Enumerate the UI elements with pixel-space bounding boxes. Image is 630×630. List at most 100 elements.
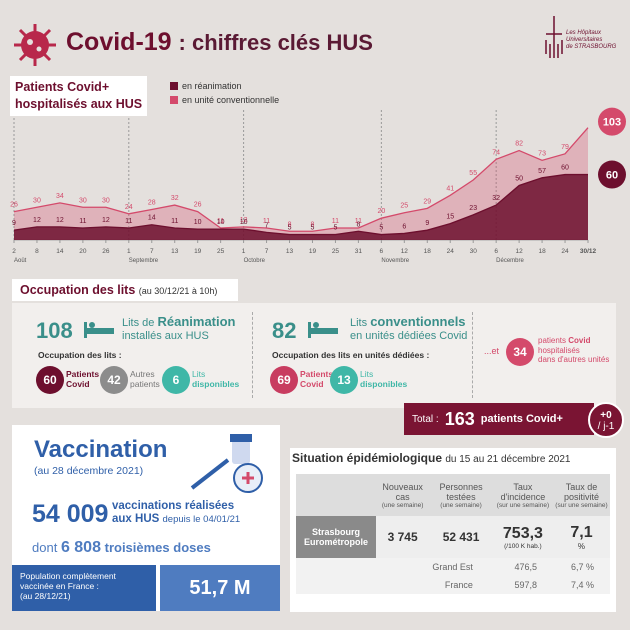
value-label: 8 [311,221,315,228]
l: Patients [300,369,334,379]
vacc-count: 54 009 [32,500,109,528]
x-tick-label: 20 [79,248,87,255]
t: (/100 K hab.) [504,542,542,550]
value-label: 73 [538,150,546,157]
logo: Les Hôpitaux Universitaires de STRASBOURG [540,14,620,64]
text: Lits de [122,317,155,329]
total: Total : 163 patients Covid+ [404,403,594,435]
legend-swatch [170,96,178,104]
l: Lits [360,369,374,379]
legend-label: en réanimation [182,81,242,91]
text: en unités dédiées Covid [350,330,468,342]
cell: 52 431 [442,530,480,544]
x-tick-label: 12 [516,248,524,255]
value-label: 41 [446,185,454,192]
value-label: 82 [515,141,523,148]
value-label: 14 [148,215,156,222]
value-label: 55 [469,170,477,177]
title-part: Covid-19 [66,28,172,56]
value-label: 10 [240,219,248,226]
value-label: 28 [148,199,156,206]
conv-label: Occupation des lits en unités dédiées : [272,350,430,360]
l: patients [538,336,567,345]
label: Patients Covid [300,369,334,389]
t: troisièmes doses [104,540,211,555]
logo-line: de STRASBOURG [566,44,617,50]
t: aux HUS [112,513,160,525]
x-tick-label: 1 [242,248,246,255]
month-label: Décembre [496,258,524,264]
t: Taux de positivité [563,481,599,502]
cell: 476,5 [514,562,537,572]
x-tick-label: 8 [35,248,39,255]
x-tick-label: 1 [127,248,131,255]
label: Lits disponibles [192,369,240,389]
t: 753,3 [502,524,543,542]
row: France 597,8 7,4 % [296,576,610,594]
x-tick-label: 25 [332,248,340,255]
value-label: 11 [355,218,362,225]
value-label: 30 [33,197,41,204]
x-tick-label: 24 [561,248,569,255]
area [14,174,588,240]
rea-covid: 60 [36,366,64,394]
x-tick-label: 31 [355,248,363,255]
col-header: Personnes testées (une semaine) [429,474,493,516]
value-label: 15 [446,214,454,221]
conv-text: Lits conventionnels en unités dédiées Cov… [350,315,467,343]
cell: 597,8 [514,580,537,590]
t: vaccinations réalisées [112,500,235,512]
chart-title: Patients Covid+ hospitalisés aux HUS [10,76,148,116]
x-tick-label: 30/12 [580,248,597,255]
x-tick-label: 18 [538,248,546,255]
label: Patients Covid [66,369,100,389]
month-label: Novembre [381,258,409,264]
text: conventionnels [370,314,466,329]
text: installés aux HUS [122,330,209,342]
total-value: 163 [444,408,475,429]
l: disponibles [192,378,240,389]
cell: 7,1% [553,516,610,558]
row-name: Grand Est [432,562,473,572]
value-label: 12 [102,217,110,224]
divider [252,312,253,398]
value-label: 12 [33,217,41,224]
section-title: Occupation des lits (au 30/12/21 à 10h) [12,279,238,301]
t: (sur une semaine) [496,501,550,509]
value-label: 50 [515,175,523,182]
x-tick-label: 30 [470,248,478,255]
x-tick-label: 24 [447,248,455,255]
bed-icon [84,322,114,338]
delta-unit: / j-1 [597,421,615,432]
l: Autres [130,369,155,379]
l: Covid [66,378,90,389]
t: Situation épidémiologique [292,451,442,465]
t: Nouveaux cas [382,481,423,502]
situation-table: Nouveaux cas (une semaine) Personnes test… [296,474,610,594]
legend-label: en unité conventionnelle [182,95,279,105]
vacc-third: dont 6 808 troisièmes doses [32,539,211,557]
value-label: 5 [311,225,315,232]
end-label: 103 [603,117,621,129]
t: (au 28/12/21) [20,591,71,601]
t: Taux d'incidence [500,481,546,502]
divider [472,312,473,398]
x-tick-label: 7 [150,248,154,255]
france-value: 51,7 M [160,565,280,611]
conv-number: 82 [272,318,297,343]
bed-icon [308,322,338,338]
cell: 6,7 % [570,562,594,572]
line [13,173,588,236]
x-tick-label: 12 [401,248,409,255]
l: dans d'autres unités [538,355,610,364]
cell [296,474,376,516]
value-label: 10 [194,219,202,226]
section-subtitle: (au 30/12/21 à 10h) [138,286,218,296]
l: hospitalisés [538,345,580,355]
cell: 7,4 % [570,580,594,590]
rea-label: Occupation des lits : [38,350,122,360]
l: Patients [66,369,100,379]
row-name: France [444,580,473,590]
value-label: 9 [425,220,429,227]
vaccine-icon [190,434,263,493]
